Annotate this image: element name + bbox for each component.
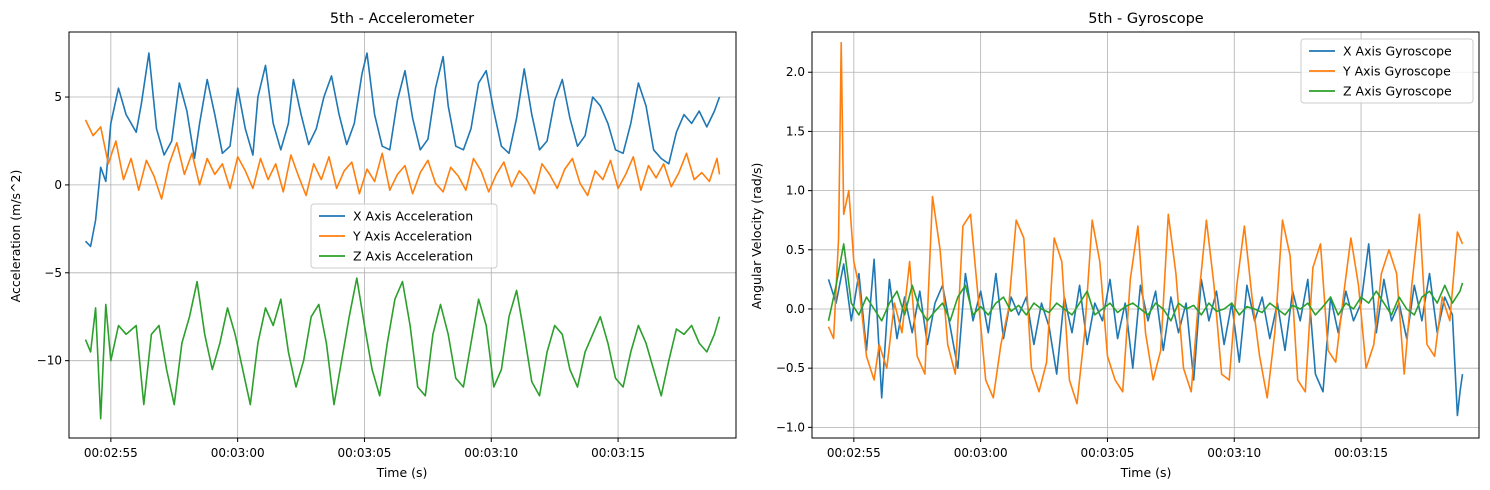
x-tick-label: 00:03:05 <box>338 446 392 460</box>
accelerometer-chart: 5th - Accelerometer Time (s) Acceleratio… <box>8 11 737 480</box>
x-tick-label: 00:03:10 <box>464 446 518 460</box>
x-tick-label: 00:03:15 <box>591 446 645 460</box>
y-tick-label: 0.0 <box>786 302 805 316</box>
ticks: 00:02:55 00:03:00 00:03:05 00:03:10 00:03:15… <box>37 90 645 460</box>
x-axis-label: Time (s) <box>376 465 428 480</box>
legend-label: Z Axis Gyroscope <box>1343 84 1452 99</box>
y-tick-label: 1.0 <box>786 184 805 198</box>
series-line-1 <box>84 52 721 248</box>
x-tick-label: 00:03:00 <box>211 446 265 460</box>
series-line-2 <box>827 41 1464 405</box>
x-tick-label: 00:02:55 <box>84 446 138 460</box>
y-axis-label: Acceleration (m/s^2) <box>8 170 23 303</box>
chart-title: 5th - Accelerometer <box>330 11 474 27</box>
x-tick-label: 00:03:00 <box>954 446 1008 460</box>
y-tick-label: −0.5 <box>776 361 805 375</box>
legend-label: Y Axis Acceleration <box>352 229 472 244</box>
legend: X Axis Acceleration Y Axis Acceleration Z … <box>310 203 498 269</box>
y-tick-label: −10 <box>37 354 62 368</box>
series-lines <box>84 52 721 420</box>
legend-frame <box>310 203 498 269</box>
series-line-3 <box>827 243 1464 322</box>
legend-label: X Axis Gyroscope <box>1343 44 1452 59</box>
series-line-3 <box>84 277 721 420</box>
y-tick-label: 5 <box>54 90 62 104</box>
y-tick-label: 0 <box>54 178 62 192</box>
x-tick-label: 00:03:15 <box>1334 446 1388 460</box>
y-tick-label: 0.5 <box>786 243 805 257</box>
legend-label: Z Axis Acceleration <box>353 249 473 264</box>
x-tick-label: 00:03:05 <box>1081 446 1135 460</box>
legend: X Axis Gyroscope Y Axis Gyroscope Z Axis G… <box>1300 38 1474 104</box>
y-tick-label: −1.0 <box>776 420 805 434</box>
plot-frame <box>68 31 737 439</box>
series-line-1 <box>827 243 1464 417</box>
gyroscope-chart: 5th - Gyroscope Time (s) Angular Velocit… <box>749 11 1480 480</box>
legend-label: Y Axis Gyroscope <box>1342 64 1451 79</box>
x-tick-label: 00:03:10 <box>1207 446 1261 460</box>
chart-title: 5th - Gyroscope <box>1088 11 1203 27</box>
x-tick-label: 00:02:55 <box>827 446 881 460</box>
plot-frame <box>811 31 1480 439</box>
y-tick-label: −5 <box>44 266 62 280</box>
series-line-2 <box>84 119 721 200</box>
legend-frame <box>1300 38 1474 104</box>
ticks: 00:02:55 00:03:00 00:03:05 00:03:10 00:03:15… <box>776 65 1388 460</box>
y-axis-label: Angular Velocity (rad/s) <box>749 163 764 310</box>
series-lines <box>827 41 1464 417</box>
x-axis-label: Time (s) <box>1120 465 1172 480</box>
y-tick-label: 2.0 <box>786 65 805 79</box>
grid <box>812 32 1479 438</box>
y-tick-label: 1.5 <box>786 124 805 138</box>
legend-label: X Axis Acceleration <box>353 209 473 224</box>
